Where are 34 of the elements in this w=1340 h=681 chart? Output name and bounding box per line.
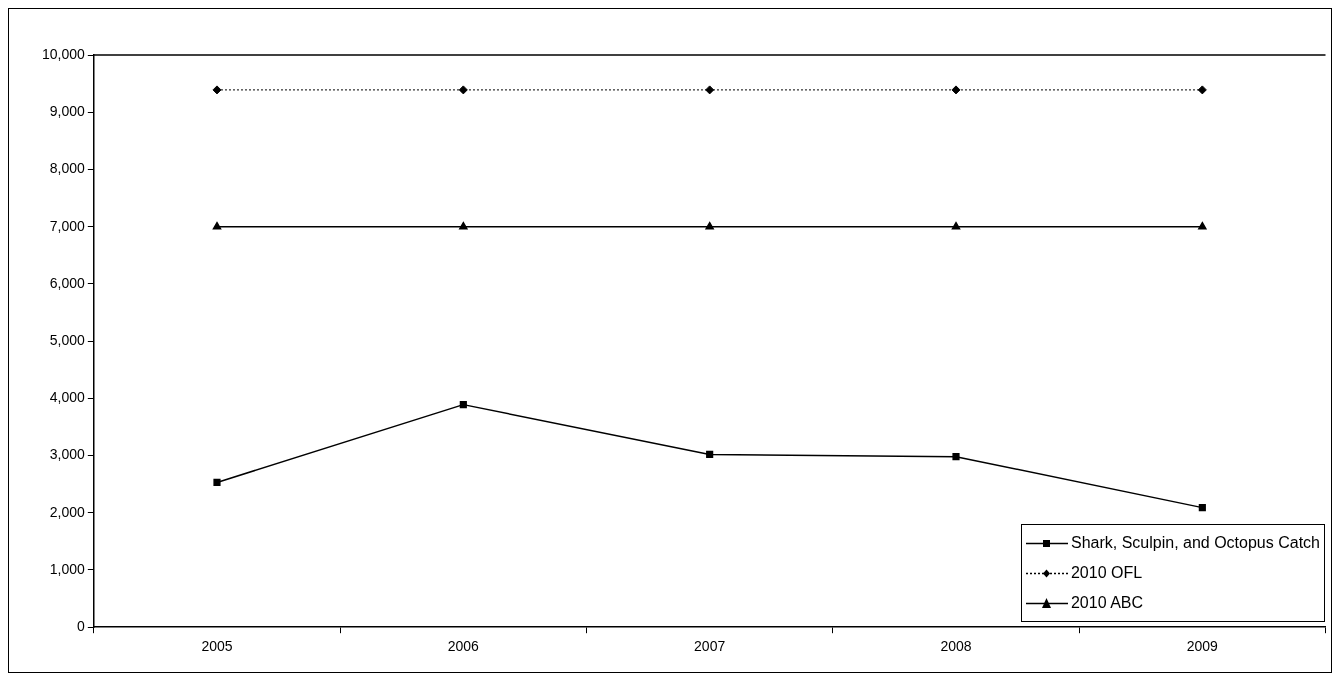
y-tick-label: 3,000 bbox=[49, 446, 86, 463]
point bbox=[705, 221, 714, 230]
point bbox=[459, 401, 467, 409]
point bbox=[213, 478, 221, 487]
y-tick-label: 2,000 bbox=[49, 503, 86, 520]
legend-label: Shark, Sculpin, and Octopus Catch bbox=[1069, 533, 1320, 553]
x-tick-label: 2008 bbox=[940, 638, 972, 655]
point bbox=[459, 221, 468, 230]
point bbox=[1197, 85, 1207, 95]
point bbox=[212, 221, 222, 230]
y-tick-label: 8,000 bbox=[49, 160, 86, 177]
y-tick-label: 1,000 bbox=[49, 560, 86, 577]
x-tick-label: 2006 bbox=[447, 638, 480, 655]
point bbox=[951, 85, 961, 95]
point bbox=[952, 453, 960, 461]
x-tick-label: 2005 bbox=[201, 638, 233, 655]
point bbox=[951, 221, 961, 230]
y-tick-label: 9,000 bbox=[49, 103, 86, 120]
x-tick-label: 2009 bbox=[1186, 638, 1219, 655]
y-tick-label: 7,000 bbox=[49, 217, 86, 234]
y-tick-label: 4,000 bbox=[49, 389, 86, 406]
y-tick-label: 5,000 bbox=[49, 331, 86, 348]
x-tick-label: 2007 bbox=[694, 638, 726, 655]
point bbox=[706, 450, 714, 458]
y-tick-label: 0 bbox=[77, 618, 86, 635]
point bbox=[212, 85, 222, 95]
point bbox=[1198, 504, 1206, 512]
point bbox=[1198, 221, 1207, 230]
point bbox=[705, 85, 715, 95]
legend-label: 2010 ABC bbox=[1069, 593, 1145, 613]
point bbox=[458, 85, 468, 95]
y-tick-label: 6,000 bbox=[49, 274, 86, 291]
y-tick-label: 10,000 bbox=[41, 45, 86, 62]
legend-label: 2010 OFL bbox=[1069, 563, 1144, 583]
